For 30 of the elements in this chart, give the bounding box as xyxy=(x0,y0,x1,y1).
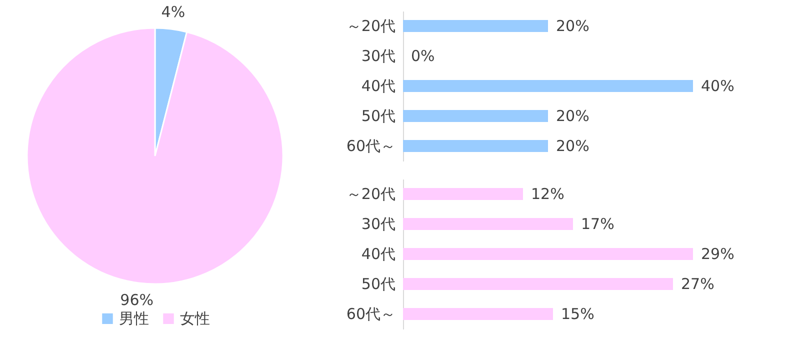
y-tick-label: 50代 xyxy=(361,107,396,125)
bar xyxy=(403,278,673,290)
y-tick-label: 60代～ xyxy=(346,137,396,155)
bar xyxy=(403,248,693,260)
y-tick-label: 40代 xyxy=(361,77,396,95)
y-tick-label: 50代 xyxy=(361,275,396,293)
bar xyxy=(403,308,553,320)
y-tick-label: ～20代 xyxy=(346,185,396,203)
y-tick-label: 30代 xyxy=(361,215,396,233)
data-label: 12% xyxy=(531,185,564,203)
y-tick-label: 30代 xyxy=(361,47,396,65)
data-label: 17% xyxy=(581,215,614,233)
legend-label: 女性 xyxy=(180,310,210,328)
y-tick-label: 40代 xyxy=(361,245,396,263)
data-label: 0% xyxy=(411,47,435,65)
data-label: 27% xyxy=(681,275,714,293)
data-label: 96% xyxy=(120,290,154,309)
data-label: 29% xyxy=(701,245,734,263)
y-tick-label: ～20代 xyxy=(346,17,396,35)
data-label: 40% xyxy=(701,77,734,95)
pie-slice xyxy=(26,27,284,285)
data-label: 20% xyxy=(556,17,590,35)
data-label: 20% xyxy=(556,107,590,125)
legend-label: 男性 xyxy=(119,310,149,328)
data-label: 4% xyxy=(161,3,186,22)
bar xyxy=(403,188,523,200)
bar xyxy=(403,218,573,230)
data-label: 15% xyxy=(561,305,594,323)
data-label: 20% xyxy=(556,137,590,155)
y-tick-label: 60代～ xyxy=(346,305,396,323)
